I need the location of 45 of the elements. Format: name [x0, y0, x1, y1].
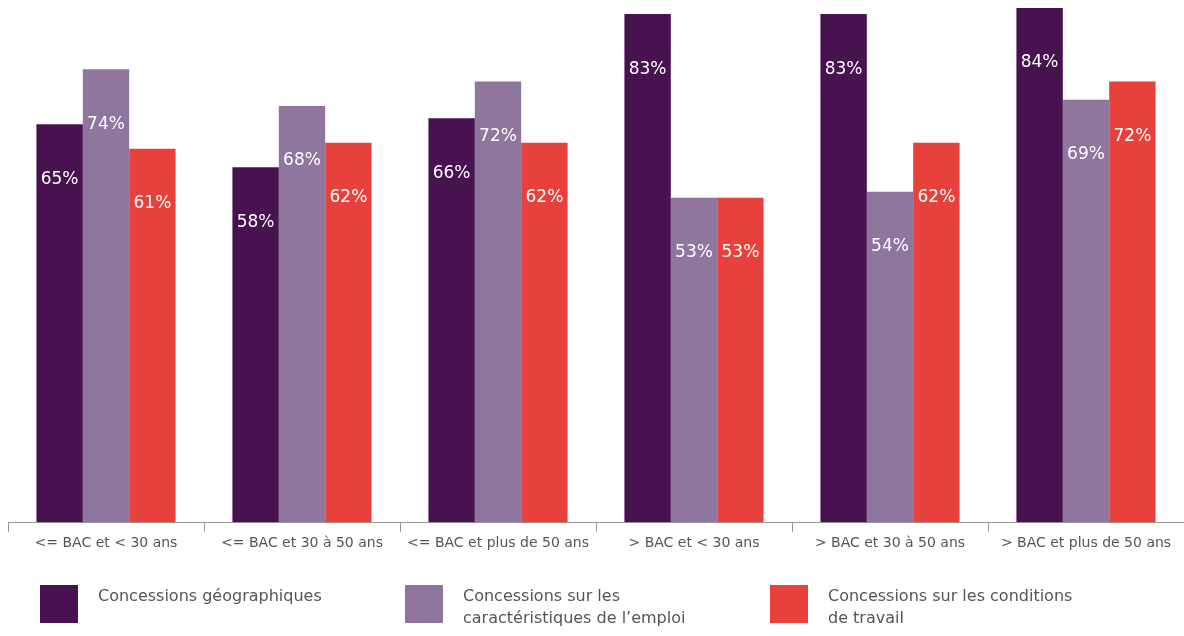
bar: [1016, 8, 1063, 523]
data-label: 54%: [871, 235, 909, 256]
bar: [521, 142, 568, 523]
x-tick-label: <= BAC et < 30 ans: [34, 534, 178, 551]
data-label: 53%: [721, 241, 760, 262]
data-label: 62%: [329, 186, 368, 207]
bar: [624, 14, 671, 523]
data-label: 69%: [1067, 143, 1105, 164]
data-label: 68%: [283, 149, 321, 170]
bar: [670, 197, 718, 523]
data-label: 65%: [40, 167, 79, 188]
bar: [1062, 99, 1110, 523]
bar: [232, 167, 279, 523]
data-label: 83%: [824, 57, 863, 78]
data-label: 83%: [628, 57, 667, 78]
data-label: 66%: [432, 161, 471, 182]
legend-label: Concessions géographiques: [98, 585, 323, 607]
data-label: 58%: [236, 210, 275, 231]
bar: [82, 69, 130, 523]
data-label: 53%: [675, 241, 713, 262]
bar: [36, 124, 83, 523]
bar: [278, 105, 326, 523]
legend-label: Concessions sur les conditions de travail: [828, 585, 1074, 629]
bar: [428, 118, 475, 523]
bar: [325, 142, 372, 523]
bar: [129, 148, 176, 523]
data-label: 62%: [525, 186, 564, 207]
bar: [913, 142, 960, 523]
data-label: 62%: [917, 186, 956, 207]
bar: [717, 197, 764, 523]
x-tick-label: > BAC et plus de 50 ans: [1000, 534, 1172, 551]
data-label: 84%: [1020, 51, 1059, 72]
x-tick-label: <= BAC et plus de 50 ans: [407, 534, 589, 551]
bar: [1109, 81, 1156, 523]
x-tick-label: > BAC et < 30 ans: [628, 534, 760, 551]
bar: [820, 14, 867, 523]
bar: [866, 191, 914, 523]
x-tick-label: <= BAC et 30 à 50 ans: [221, 534, 383, 551]
legend-label: Concessions sur les caractéristiques de l’emploi: [463, 585, 687, 629]
data-label: 72%: [1113, 124, 1152, 145]
data-label: 61%: [133, 192, 172, 213]
data-label: 72%: [479, 124, 517, 145]
x-tick-label: > BAC et 30 à 50 ans: [814, 534, 966, 551]
data-label: 74%: [87, 112, 125, 133]
bar: [474, 81, 522, 523]
